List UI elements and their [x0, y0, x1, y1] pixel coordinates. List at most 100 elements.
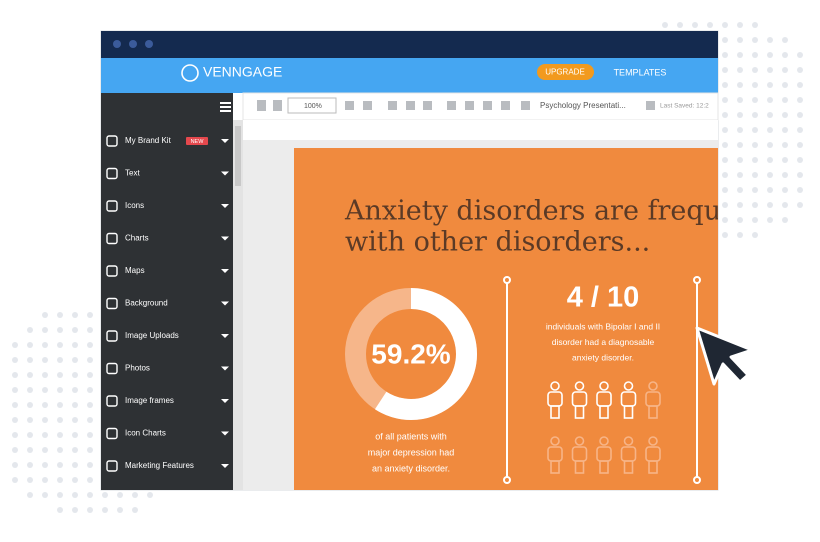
dot — [42, 492, 48, 498]
dot — [72, 327, 78, 333]
dot — [87, 447, 93, 453]
stat-caption: anxiety disorder. — [572, 352, 634, 362]
dot — [767, 37, 773, 43]
infographic-title[interactable]: with other disorders... — [345, 227, 650, 258]
scroll-thumb[interactable] — [235, 126, 241, 186]
dot — [27, 387, 33, 393]
menu-item[interactable]: Maps — [125, 266, 145, 275]
person-head — [574, 381, 585, 391]
dot — [27, 432, 33, 438]
window-button[interactable] — [113, 40, 121, 48]
expand-arrow[interactable] — [221, 366, 229, 371]
expand-arrow[interactable] — [221, 139, 229, 143]
dot — [782, 157, 788, 163]
dot — [752, 142, 758, 148]
dot — [767, 142, 773, 148]
document-name[interactable]: Psychology Presentati... — [540, 101, 626, 110]
dot — [72, 432, 78, 438]
dot — [752, 157, 758, 163]
dot — [42, 327, 48, 333]
expand-arrow[interactable] — [221, 399, 229, 403]
expand-arrow[interactable] — [221, 464, 229, 468]
scrollbar[interactable] — [233, 120, 243, 490]
dot — [12, 447, 18, 453]
expand-arrow[interactable] — [221, 236, 229, 241]
dot — [57, 357, 63, 363]
menu-item[interactable]: Photos — [125, 364, 150, 373]
dot — [797, 157, 803, 163]
dot — [797, 187, 803, 193]
dot — [737, 142, 743, 148]
expand-arrow[interactable] — [221, 431, 229, 436]
dot — [87, 507, 93, 513]
dot — [662, 22, 668, 28]
dot — [57, 372, 63, 378]
brand[interactable]: VENNGAGE — [203, 64, 282, 80]
dot — [737, 67, 743, 73]
zoom-value[interactable]: 100% — [304, 103, 322, 110]
dot — [147, 492, 153, 498]
upgrade-label[interactable]: UPGRADE — [545, 68, 585, 77]
expand-arrow[interactable] — [221, 171, 229, 176]
person-icon — [571, 381, 588, 419]
dot — [722, 142, 728, 148]
menu-item[interactable]: Image Uploads — [125, 331, 179, 340]
menu-item[interactable]: My Brand Kit — [125, 136, 172, 145]
expand-arrow[interactable] — [221, 301, 229, 306]
dot — [767, 187, 773, 193]
dot — [132, 507, 138, 513]
badge — [186, 137, 208, 145]
dot — [767, 67, 773, 73]
stat-value[interactable]: 59.2% — [371, 338, 450, 369]
dot — [27, 327, 33, 333]
dot — [722, 67, 728, 73]
menu-item[interactable]: Text — [125, 169, 140, 178]
stat-caption: disorder had a diagnosable — [552, 337, 655, 347]
window-button[interactable] — [129, 40, 137, 48]
dot — [72, 507, 78, 513]
dot — [737, 37, 743, 43]
infographic-title[interactable]: Anxiety disorders are frequen — [344, 196, 754, 227]
menu-item[interactable]: Marketing Features — [125, 461, 194, 470]
cursor — [695, 326, 754, 386]
dot — [27, 477, 33, 483]
expand-arrow[interactable] — [221, 334, 229, 338]
zoom-select[interactable] — [287, 97, 337, 114]
window-button[interactable] — [145, 40, 153, 48]
dot — [737, 127, 743, 133]
dot — [87, 417, 93, 423]
upgrade-button[interactable] — [537, 64, 594, 80]
dot — [57, 402, 63, 408]
title-bar — [101, 31, 718, 58]
menu-item[interactable]: Background — [125, 299, 168, 308]
menu-item[interactable]: Icon Charts — [125, 429, 166, 438]
menu-item[interactable]: Charts — [125, 234, 149, 243]
dot — [117, 507, 123, 513]
dot — [722, 202, 728, 208]
dot — [87, 477, 93, 483]
dot — [87, 357, 93, 363]
stat-caption: an anxiety disorder. — [372, 463, 450, 473]
expand-arrow[interactable] — [221, 204, 229, 208]
person-head — [550, 381, 560, 391]
toolbar-icons[interactable] — [257, 100, 655, 111]
person-icon — [547, 381, 563, 419]
dot — [782, 112, 788, 118]
dot — [737, 202, 743, 208]
stat-value[interactable]: 4 / 10 — [567, 282, 640, 314]
menu-item[interactable]: Image frames — [125, 396, 174, 405]
dot — [87, 402, 93, 408]
menu-icon[interactable] — [220, 102, 231, 112]
dot — [57, 492, 63, 498]
expand-arrow[interactable] — [221, 269, 229, 273]
templates-link[interactable]: TEMPLATES — [614, 67, 667, 77]
dot — [72, 342, 78, 348]
dot — [797, 82, 803, 88]
dot — [102, 492, 108, 498]
dot — [42, 387, 48, 393]
dot — [42, 372, 48, 378]
dot — [87, 462, 93, 468]
menu-icon — [106, 395, 118, 407]
menu-item[interactable]: Icons — [125, 201, 144, 210]
